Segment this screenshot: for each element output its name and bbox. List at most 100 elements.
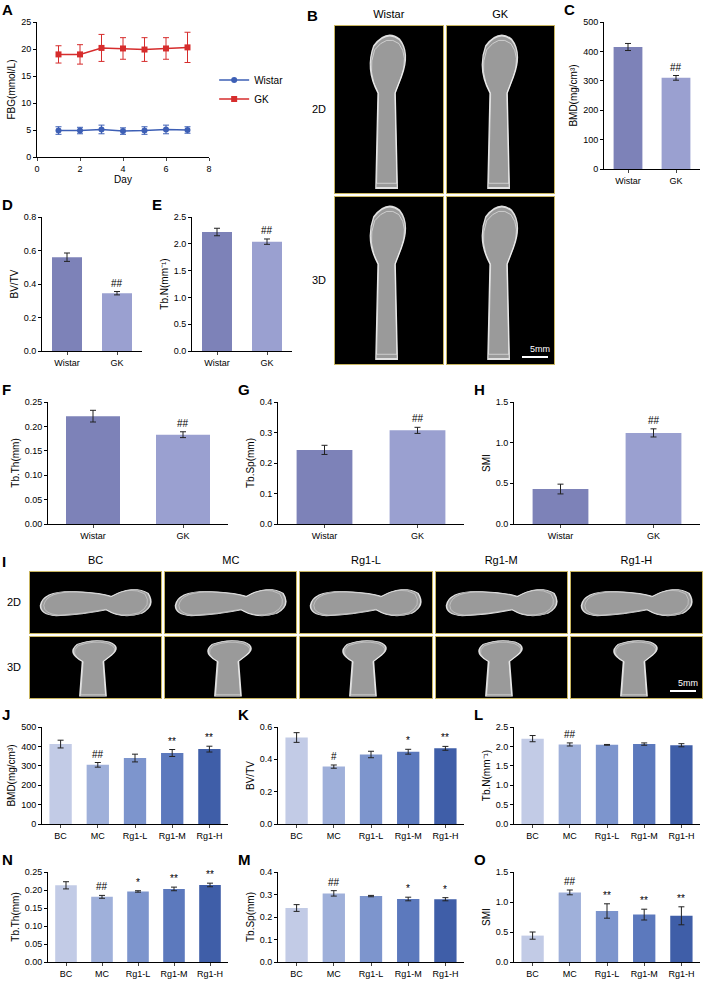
svg-text:0.00: 0.00 [25, 957, 43, 967]
svg-text:0.00: 0.00 [25, 519, 43, 529]
svg-text:Rg1-H: Rg1-H [432, 831, 458, 841]
svg-text:100: 100 [21, 800, 36, 810]
svg-text:0: 0 [34, 164, 39, 174]
svg-text:**: ** [441, 732, 449, 743]
svg-text:*: * [406, 735, 410, 746]
svg-text:Rg1-L: Rg1-L [126, 969, 151, 979]
svg-text:1.5: 1.5 [174, 266, 187, 276]
svg-text:500: 500 [583, 17, 598, 27]
svg-text:1.5: 1.5 [496, 761, 509, 771]
svg-text:Rg1-H: Rg1-H [668, 969, 694, 979]
svg-text:GK: GK [669, 176, 682, 186]
svg-text:1.0: 1.0 [496, 897, 509, 907]
svg-text:10: 10 [21, 98, 31, 108]
svg-text:0.4: 0.4 [260, 867, 273, 877]
svg-text:##: ## [648, 415, 660, 426]
svg-text:Rg1-H: Rg1-H [196, 831, 222, 841]
svg-text:0.0: 0.0 [496, 519, 509, 529]
svg-text:Rg1-L: Rg1-L [359, 831, 384, 841]
svg-text:0.1: 0.1 [260, 489, 273, 499]
svg-text:Rg1-L: Rg1-L [595, 831, 620, 841]
svg-text:0.4: 0.4 [260, 397, 273, 407]
svg-text:0.0: 0.0 [496, 819, 509, 829]
svg-text:Wistar: Wistar [615, 176, 641, 186]
svg-text:BC: BC [54, 831, 67, 841]
svg-text:1.0: 1.0 [496, 438, 509, 448]
svg-text:400: 400 [21, 742, 36, 752]
svg-text:0.6: 0.6 [260, 722, 273, 732]
svg-text:BC: BC [60, 969, 73, 979]
svg-text:GK: GK [254, 94, 269, 105]
svg-text:##: ## [261, 225, 273, 236]
svg-text:Rg1-H: Rg1-H [197, 969, 223, 979]
svg-text:Wistar: Wistar [548, 531, 574, 541]
svg-text:**: ** [168, 736, 176, 747]
svg-text:0.0: 0.0 [260, 819, 273, 829]
svg-text:Rg1-L: Rg1-L [595, 969, 620, 979]
svg-text:Tb.Sp(mm): Tb.Sp(mm) [245, 438, 256, 488]
svg-text:##: ## [111, 278, 123, 289]
svg-text:0.6: 0.6 [24, 246, 37, 256]
svg-text:0.3: 0.3 [260, 428, 273, 438]
svg-text:0.15: 0.15 [25, 903, 43, 913]
svg-text:1.5: 1.5 [496, 867, 509, 877]
svg-text:Rg1-M: Rg1-M [395, 969, 422, 979]
svg-text:Day: Day [114, 174, 132, 185]
svg-text:1.0: 1.0 [174, 293, 187, 303]
svg-text:0.0: 0.0 [24, 346, 37, 356]
svg-text:0.2: 0.2 [260, 458, 273, 468]
svg-text:0: 0 [593, 164, 598, 174]
svg-text:Tb.Th(mm): Tb.Th(mm) [10, 438, 21, 487]
svg-text:**: ** [206, 869, 214, 880]
svg-text:MC: MC [95, 969, 109, 979]
svg-text:0.0: 0.0 [174, 346, 187, 356]
svg-text:20: 20 [21, 44, 31, 54]
svg-text:2.0: 2.0 [174, 239, 187, 249]
svg-text:MC: MC [563, 831, 577, 841]
svg-text:0.5: 0.5 [496, 927, 509, 937]
svg-text:0.05: 0.05 [25, 939, 43, 949]
svg-text:Rg1-L: Rg1-L [123, 831, 148, 841]
svg-text:25: 25 [21, 17, 31, 27]
svg-text:Wistar: Wistar [80, 531, 106, 541]
svg-text:BV/TV: BV/TV [9, 269, 20, 298]
svg-text:1.0: 1.0 [496, 780, 509, 790]
svg-text:*: * [443, 884, 447, 895]
svg-text:BC: BC [526, 831, 539, 841]
svg-text:BMD(mg/cm³): BMD(mg/cm³) [568, 64, 579, 126]
svg-text:FBG(mmol/L): FBG(mmol/L) [6, 60, 17, 120]
svg-text:##: ## [177, 418, 189, 429]
svg-text:Tb.N(mm⁻¹): Tb.N(mm⁻¹) [481, 750, 492, 801]
svg-text:0.05: 0.05 [25, 495, 43, 505]
svg-text:0.15: 0.15 [25, 446, 43, 456]
svg-text:SMI: SMI [481, 908, 492, 926]
svg-text:*: * [406, 883, 410, 894]
svg-text:200: 200 [21, 780, 36, 790]
svg-text:400: 400 [583, 47, 598, 57]
svg-text:8: 8 [206, 164, 211, 174]
svg-text:BC: BC [526, 969, 539, 979]
svg-text:BC: BC [290, 969, 303, 979]
svg-text:*: * [136, 877, 140, 888]
svg-text:BV/TV: BV/TV [245, 761, 256, 790]
svg-text:##: ## [328, 877, 340, 888]
svg-text:0.4: 0.4 [260, 754, 273, 764]
svg-text:Rg1-M: Rg1-M [160, 969, 187, 979]
svg-text:**: ** [677, 893, 685, 904]
svg-text:MC: MC [327, 831, 341, 841]
svg-text:##: ## [564, 876, 576, 887]
svg-text:Wistar: Wistar [312, 531, 338, 541]
svg-text:0.5: 0.5 [496, 800, 509, 810]
svg-text:4: 4 [120, 164, 125, 174]
svg-text:##: ## [670, 62, 682, 73]
svg-text:MC: MC [327, 969, 341, 979]
svg-text:BC: BC [290, 831, 303, 841]
svg-text:GK: GK [110, 358, 123, 368]
svg-text:Rg1-H: Rg1-H [668, 831, 694, 841]
svg-text:Rg1-M: Rg1-M [631, 969, 658, 979]
svg-text:**: ** [603, 890, 611, 901]
svg-text:200: 200 [583, 105, 598, 115]
svg-text:0.10: 0.10 [25, 921, 43, 931]
svg-text:GK: GK [647, 531, 660, 541]
svg-text:**: ** [640, 895, 648, 906]
